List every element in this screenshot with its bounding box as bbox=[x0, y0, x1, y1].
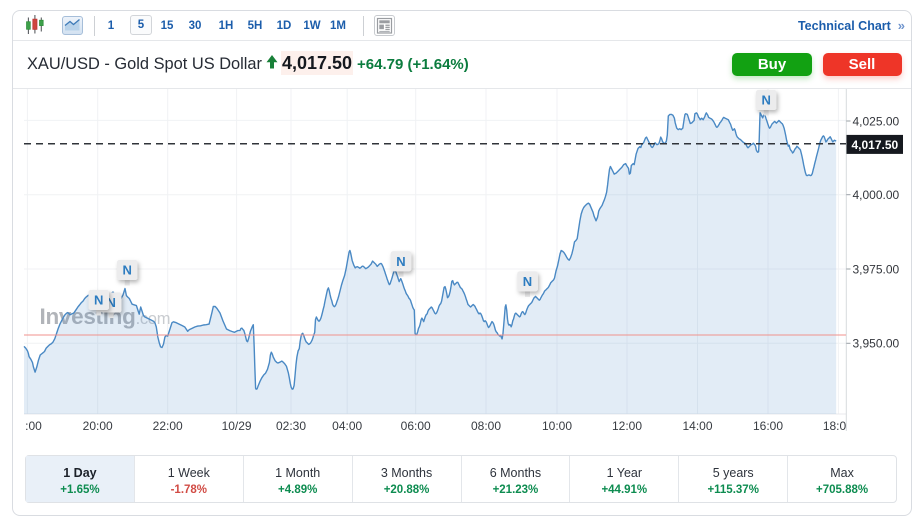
svg-text:N: N bbox=[107, 295, 116, 310]
svg-text:N: N bbox=[762, 93, 771, 108]
svg-text:N: N bbox=[396, 254, 405, 269]
svg-text:N: N bbox=[523, 274, 532, 289]
svg-text:4,000.00: 4,000.00 bbox=[853, 188, 900, 202]
svg-text:22:00: 22:00 bbox=[153, 419, 183, 433]
svg-text:4,017.50: 4,017.50 bbox=[852, 138, 899, 152]
svg-text:4,025.00: 4,025.00 bbox=[853, 114, 900, 128]
svg-text:N: N bbox=[94, 293, 103, 308]
svg-text:06:00: 06:00 bbox=[401, 419, 431, 433]
svg-text:10:00: 10:00 bbox=[542, 419, 572, 433]
svg-text:08:00: 08:00 bbox=[471, 419, 501, 433]
svg-text:18:0: 18:0 bbox=[823, 419, 847, 433]
svg-text:04:00: 04:00 bbox=[332, 419, 362, 433]
svg-text:14:00: 14:00 bbox=[682, 419, 712, 433]
svg-text:3,950.00: 3,950.00 bbox=[853, 337, 900, 351]
svg-text:N: N bbox=[123, 263, 132, 278]
svg-text:12:00: 12:00 bbox=[612, 419, 642, 433]
svg-text::00: :00 bbox=[25, 419, 42, 433]
svg-text:20:00: 20:00 bbox=[83, 419, 113, 433]
svg-text:3,975.00: 3,975.00 bbox=[853, 262, 900, 276]
svg-text:02:30: 02:30 bbox=[276, 419, 306, 433]
svg-text:16:00: 16:00 bbox=[753, 419, 783, 433]
svg-text:10/29: 10/29 bbox=[222, 419, 252, 433]
